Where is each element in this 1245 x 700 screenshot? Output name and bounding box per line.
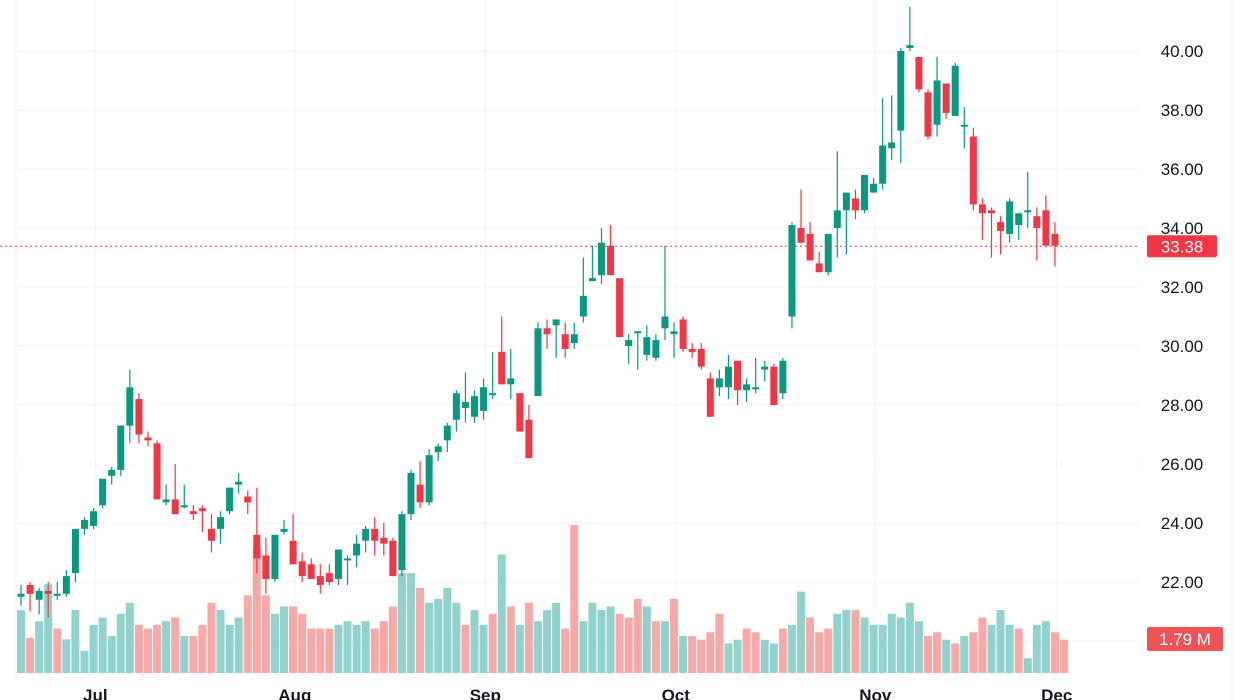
last-volume-badge: 1.79 M [1147, 627, 1223, 651]
price-tick-label: 24.00 [1161, 514, 1204, 533]
price-axis[interactable]: 40.00 38.00 36.00 34.00 32.00 30.00 28.00 26.00… [1161, 42, 1204, 592]
price-tick-label: 36.00 [1161, 160, 1204, 179]
price-tick-label: 32.00 [1161, 278, 1204, 297]
time-tick-label: Aug [278, 686, 311, 700]
price-tick-label: 38.00 [1161, 101, 1204, 120]
time-axis[interactable]: Jul Aug Sep Oct Nov Dec [83, 686, 1072, 700]
price-tick-label: 30.00 [1161, 337, 1204, 356]
price-tick-label: 28.00 [1161, 396, 1204, 415]
volume-bars [17, 525, 1069, 673]
last-price-label: 33.38 [1161, 237, 1204, 256]
price-candles [17, 6, 1059, 618]
time-tick-label: Jul [83, 686, 108, 700]
price-tick-label: 40.00 [1161, 42, 1204, 61]
last-price-badge: 33.38 [1147, 235, 1217, 258]
time-tick-label: Oct [662, 686, 691, 700]
time-tick-label: Dec [1041, 686, 1072, 700]
last-volume-label: 1.79 M [1159, 630, 1211, 649]
price-tick-label: 34.00 [1161, 219, 1204, 238]
time-tick-label: Sep [470, 686, 501, 700]
price-tick-label: 26.00 [1161, 455, 1204, 474]
price-tick-label: 22.00 [1161, 573, 1204, 592]
time-tick-label: Nov [859, 686, 892, 700]
